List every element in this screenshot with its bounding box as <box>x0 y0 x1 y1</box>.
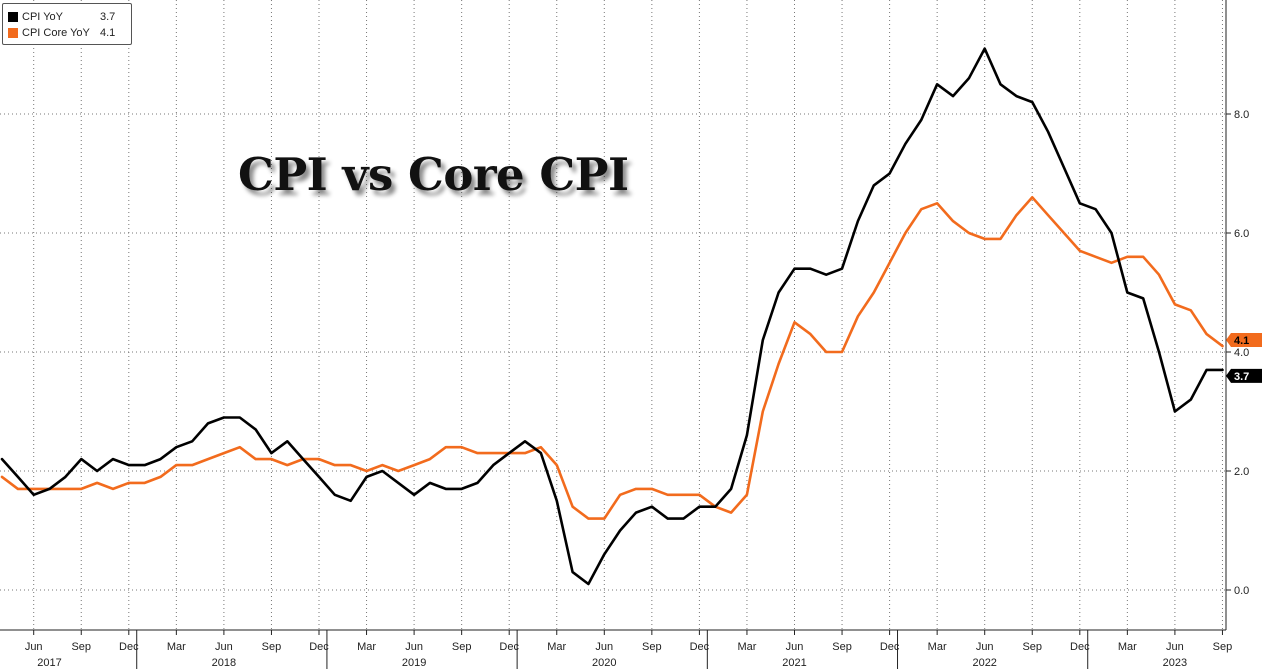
grid-lines <box>0 0 1226 630</box>
last-value-badges: 4.1 3.7 <box>1226 333 1262 383</box>
x-tick-label-month: Mar <box>1118 641 1137 653</box>
chart-title: CPI vs Core CPI <box>238 148 629 201</box>
cpi-core-yoy-line <box>0 196 1224 520</box>
legend-label: CPI YoY <box>22 11 63 23</box>
x-tick-label-month: Jun <box>215 641 233 653</box>
x-tick-label-month: Jun <box>1166 641 1184 653</box>
badge-cpi-yoy: 3.7 <box>1226 368 1262 383</box>
legend-swatch <box>8 28 18 38</box>
x-tick-label-month: Sep <box>452 641 472 653</box>
x-tick-label-year: 2022 <box>972 657 996 669</box>
x-tick-label-month: Dec <box>1070 641 1090 653</box>
legend-label: CPI Core YoY <box>22 27 90 39</box>
series-lines <box>0 47 1224 586</box>
x-tick-label-month: Sep <box>832 641 852 653</box>
y-tick-label: 0.0 <box>1234 585 1249 597</box>
x-tick-label-year: 2021 <box>782 657 806 669</box>
x-tick-label-year: 2018 <box>212 657 236 669</box>
badge-value: 4.1 <box>1234 335 1249 347</box>
x-tick-label-year: 2017 <box>37 657 61 669</box>
x-tick-label-month: Sep <box>71 641 91 653</box>
x-tick-label-month: Dec <box>499 641 519 653</box>
legend-value: 3.7 <box>100 11 116 23</box>
y-tick-labels: 0.0 2.0 4.0 6.0 8.0 <box>1234 109 1249 597</box>
x-tick-label-month: Sep <box>1022 641 1042 653</box>
y-tick-label: 6.0 <box>1234 228 1249 240</box>
legend-swatch <box>8 12 18 22</box>
x-tick-label-month: Jun <box>25 641 43 653</box>
legend-item-core-cpi[interactable]: CPI Core YoY 4.1 <box>8 26 115 40</box>
x-tick-label-month: Sep <box>1213 641 1233 653</box>
y-tick-label: 8.0 <box>1234 109 1249 121</box>
x-tick-label-month: Mar <box>737 641 756 653</box>
x-tick-label-month: Mar <box>357 641 376 653</box>
legend-value: 4.1 <box>100 27 116 39</box>
x-tick-label-month: Dec <box>880 641 900 653</box>
x-tick-label-year: 2023 <box>1163 657 1187 669</box>
x-tick-label-month: Jun <box>405 641 423 653</box>
badge-value: 3.7 <box>1234 371 1249 383</box>
axes <box>0 0 1231 669</box>
x-tick-labels: Jun Sep Dec Mar Jun Sep Dec Mar Jun Sep Dec Mar Jun S… <box>25 641 1232 669</box>
x-tick-label-month: Jun <box>786 641 804 653</box>
badge-background <box>1226 333 1262 348</box>
badge-cpi-core-yoy: 4.1 <box>1226 333 1262 348</box>
x-tick-label-month: Jun <box>976 641 994 653</box>
badge-background <box>1226 368 1262 383</box>
x-tick-label-month: Mar <box>928 641 947 653</box>
x-tick-label-month: Dec <box>119 641 139 653</box>
y-tick-label: 4.0 <box>1234 347 1249 359</box>
x-tick-label-month: Mar <box>167 641 186 653</box>
legend-item-cpi[interactable]: CPI YoY 3.7 <box>8 10 115 24</box>
legend: CPI YoY 3.7 CPI Core YoY 4.1 <box>2 3 132 45</box>
x-tick-label-year: 2020 <box>592 657 616 669</box>
x-tick-label-year: 2019 <box>402 657 426 669</box>
cpi-yoy-line <box>0 47 1224 586</box>
x-tick-label-month: Sep <box>262 641 282 653</box>
x-tick-label-month: Mar <box>547 641 566 653</box>
x-tick-label-month: Dec <box>309 641 329 653</box>
x-tick-label-month: Jun <box>595 641 613 653</box>
x-tick-label-month: Sep <box>642 641 662 653</box>
y-tick-label: 2.0 <box>1234 466 1249 478</box>
x-tick-label-month: Dec <box>690 641 710 653</box>
